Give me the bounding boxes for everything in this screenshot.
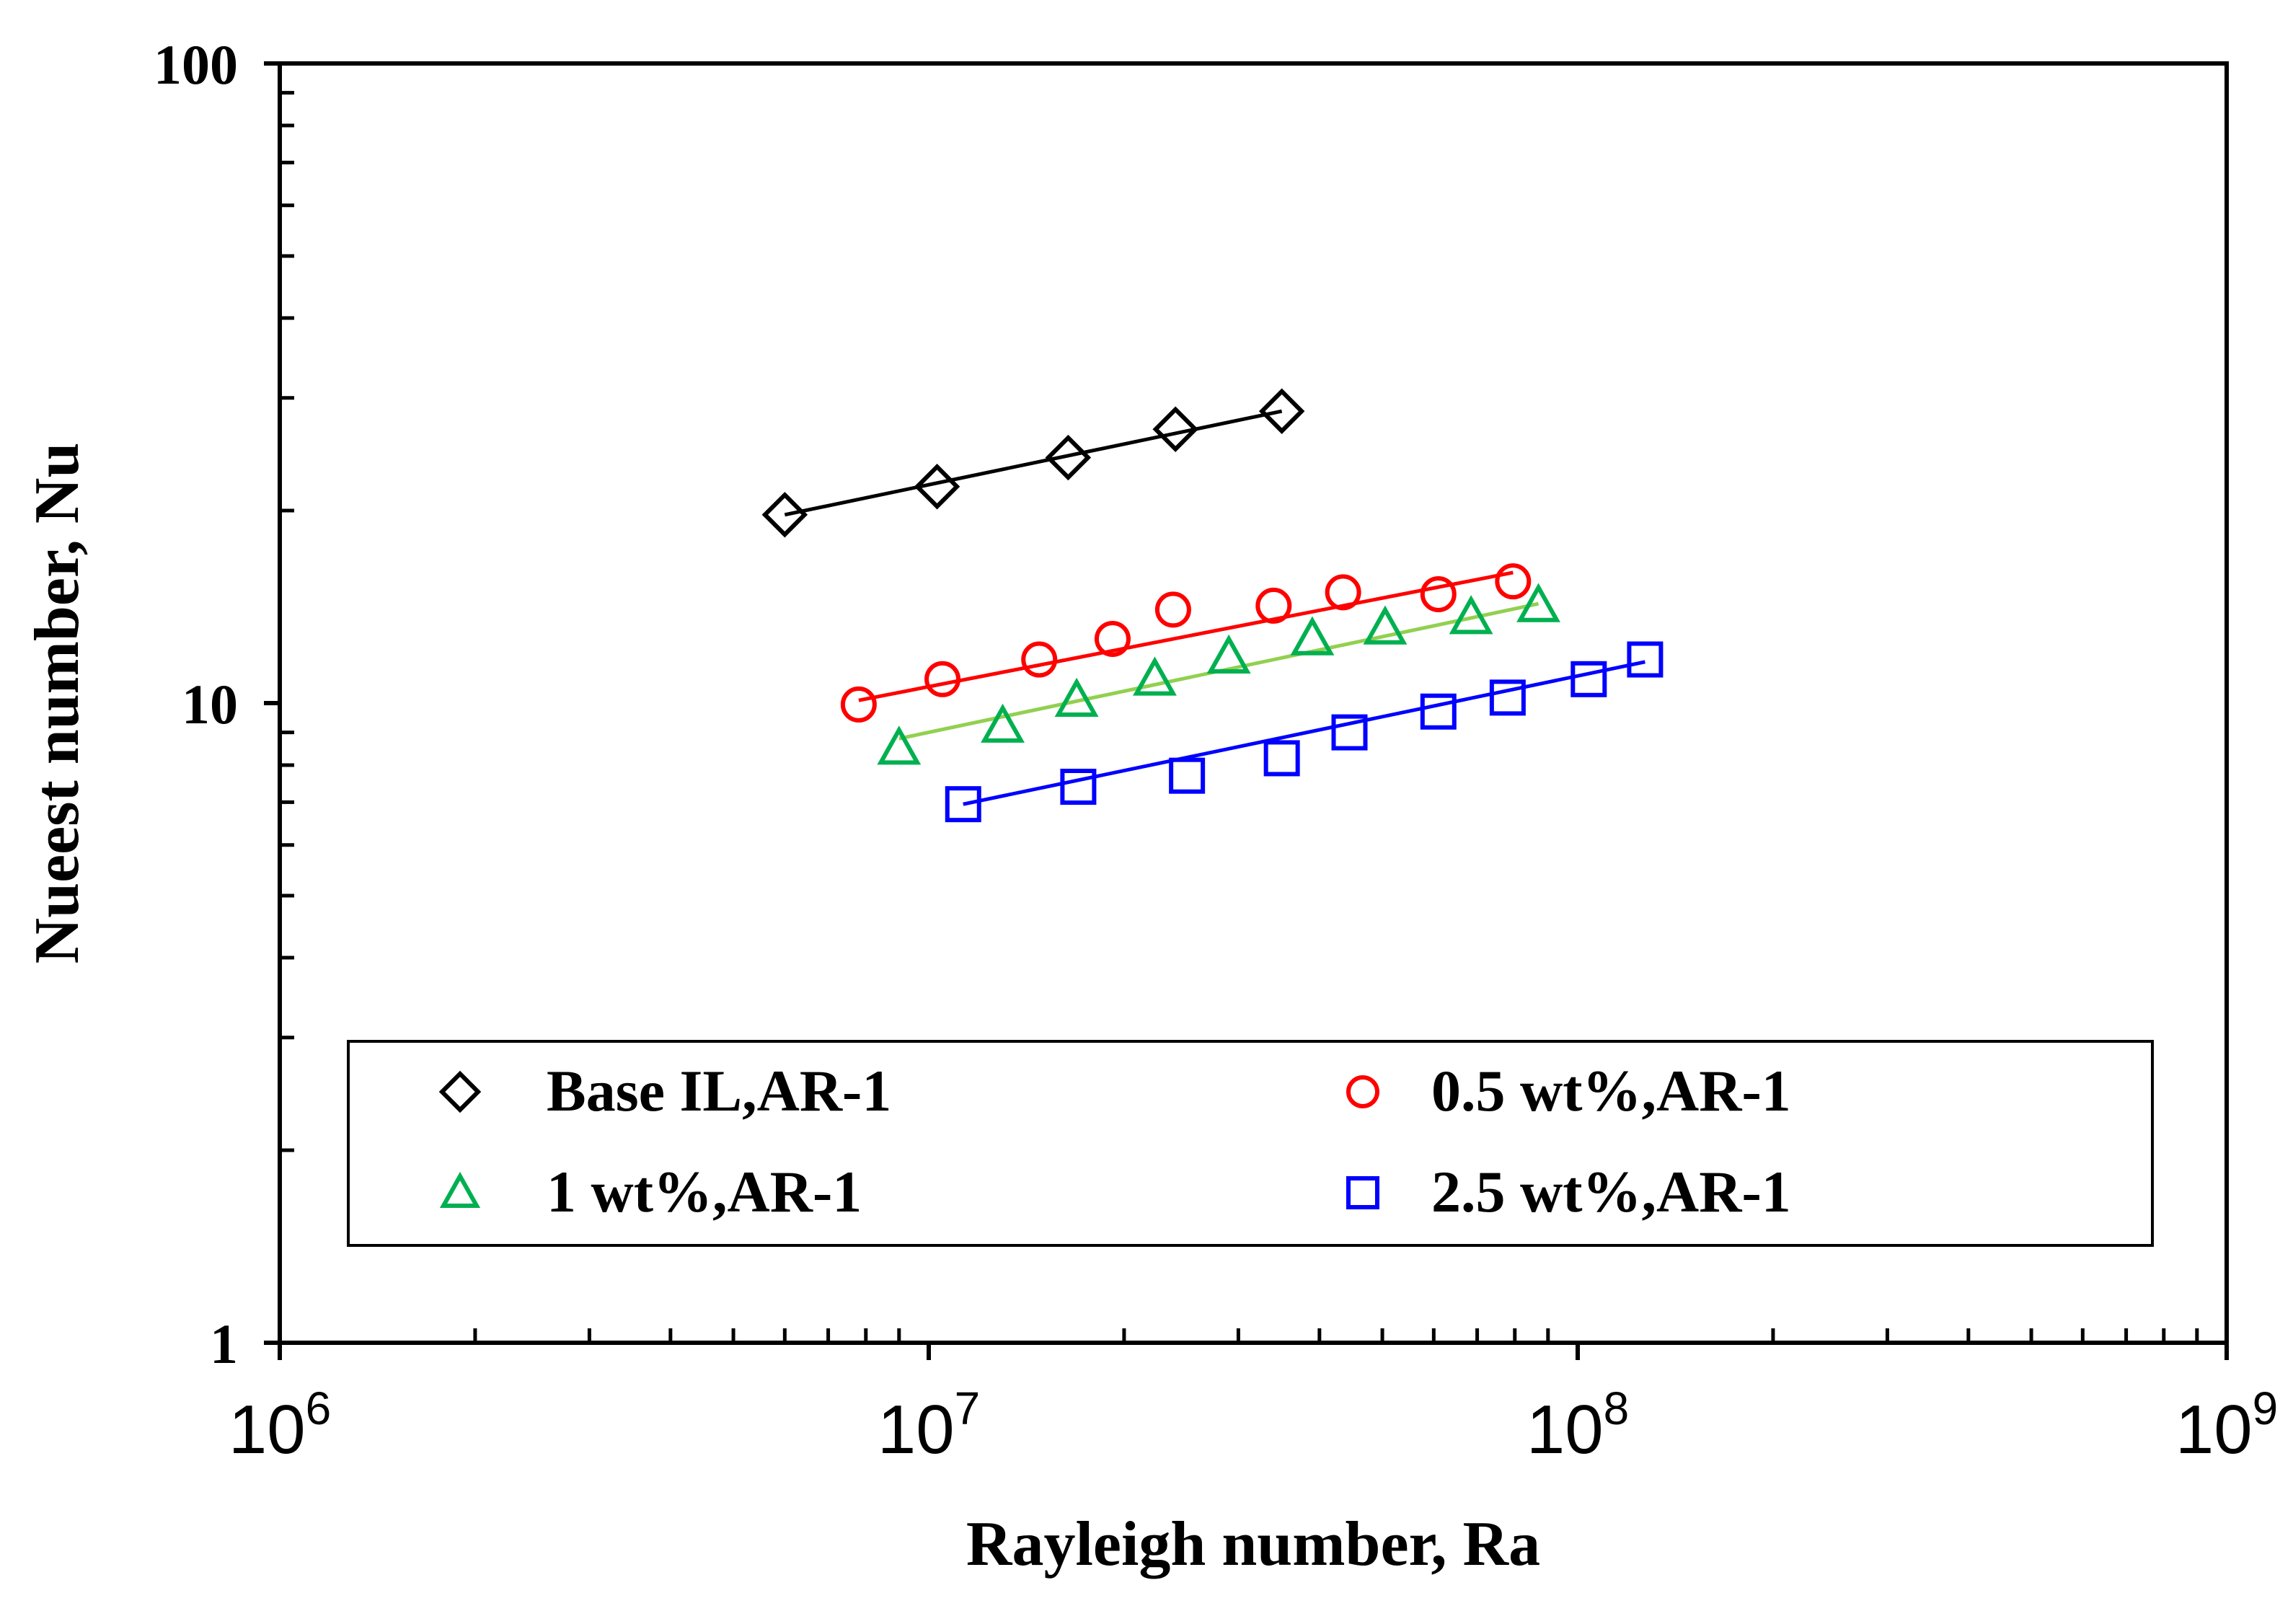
data-point-series-4	[1169, 757, 1206, 794]
data-point-series-1	[1045, 434, 1092, 481]
legend-box	[347, 1040, 2154, 1247]
y-tick-label: 100	[154, 33, 238, 96]
data-point-series-4	[1570, 661, 1607, 697]
data-points-layer	[761, 388, 1664, 823]
data-point-series-4	[1263, 740, 1300, 777]
data-point-series-4	[1627, 641, 1664, 678]
data-point-series-2	[1495, 563, 1532, 600]
x-axis-title: Rayleigh number, Ra	[966, 1509, 1540, 1579]
fit-line-series-2	[858, 570, 1514, 702]
data-point-series-2	[840, 686, 877, 723]
data-point-series-2	[1021, 641, 1058, 678]
legend-label-series-4: 2.5 wt%,AR-1	[1431, 1159, 1791, 1224]
data-point-series-3	[981, 703, 1025, 743]
legend-marker-series-1	[438, 1070, 482, 1113]
legend-label-series-2: 0.5 wt%,AR-1	[1431, 1058, 1791, 1124]
legend-label-series-3: 1 wt%,AR-1	[547, 1159, 862, 1224]
legend: Base IL,AR-1 0.5 wt%,AR-1 1 wt%,AR-1 2.5 wt…	[347, 1040, 2154, 1247]
data-point-series-3	[1449, 595, 1493, 635]
data-point-series-3	[1290, 616, 1335, 656]
data-point-series-3	[1206, 634, 1251, 674]
data-point-series-3	[877, 725, 922, 765]
legend-marker-series-2	[1346, 1075, 1379, 1108]
data-point-series-2	[1255, 587, 1292, 624]
x-tick-label: 109	[2175, 1382, 2278, 1468]
x-tick-label: 108	[1527, 1382, 1629, 1468]
fit-lines-layer	[784, 409, 1645, 806]
data-point-series-3	[1054, 677, 1099, 717]
y-tick-label: 10	[182, 673, 238, 736]
fit-line-series-4	[963, 660, 1645, 806]
data-point-series-4	[1331, 714, 1368, 751]
legend-marker-series-4	[1346, 1176, 1379, 1209]
data-point-series-2	[1420, 575, 1457, 612]
data-point-series-3	[1133, 656, 1177, 696]
y-tick-label: 1	[210, 1312, 238, 1375]
data-point-series-4	[1060, 768, 1097, 805]
data-point-series-3	[1516, 583, 1560, 622]
fit-line-series-1	[784, 409, 1283, 517]
data-point-series-1	[761, 492, 808, 538]
data-point-series-1	[914, 464, 960, 510]
axis-labels-layer: 1 10 100 106 107 108 109 Rayleigh number, Ra Nue…	[22, 33, 2278, 1579]
data-point-series-2	[1094, 620, 1131, 657]
x-tick-label: 107	[878, 1382, 980, 1468]
data-point-series-4	[1489, 679, 1526, 716]
data-point-series-3	[1363, 605, 1408, 645]
axes-layer	[264, 61, 2229, 1360]
data-point-series-2	[1325, 574, 1361, 611]
data-point-series-1	[1258, 388, 1305, 434]
data-point-series-2	[924, 661, 961, 697]
data-point-series-4	[1420, 693, 1457, 730]
legend-label-series-1: Base IL,AR-1	[547, 1058, 891, 1124]
y-axis-title: Nueest number, Nu	[22, 443, 92, 964]
data-point-series-1	[1152, 406, 1198, 452]
data-point-series-4	[945, 786, 981, 823]
legend-marker-series-3	[439, 1171, 481, 1208]
data-point-series-2	[1154, 591, 1191, 628]
x-tick-label: 106	[229, 1382, 331, 1468]
